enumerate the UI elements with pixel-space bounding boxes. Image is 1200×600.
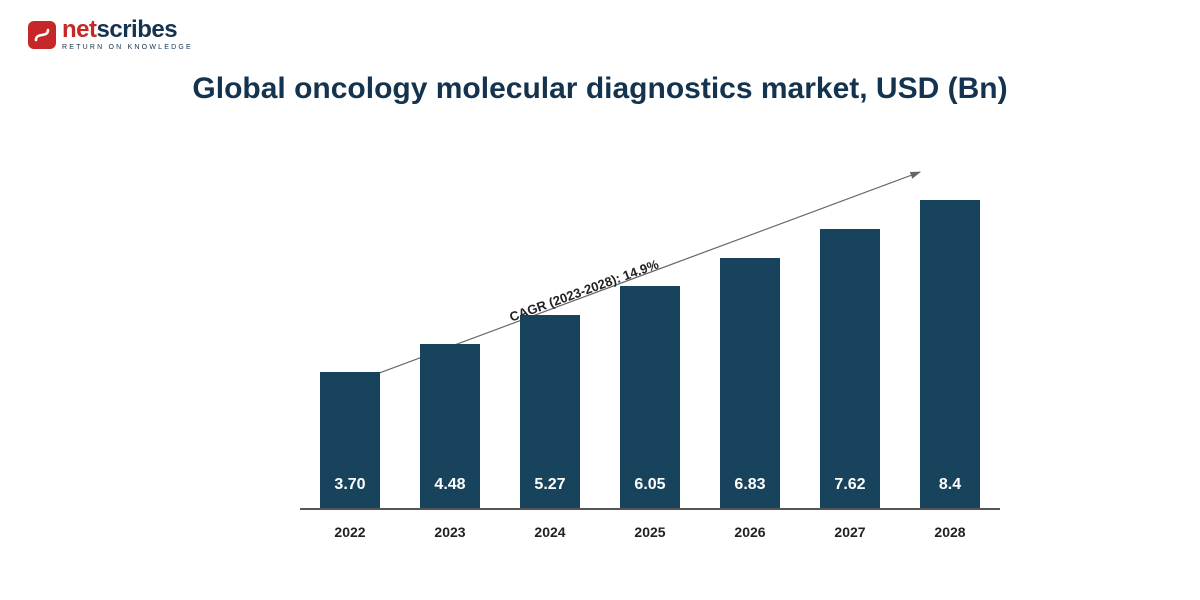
bar: 7.62 <box>820 229 880 508</box>
bar-value-label: 7.62 <box>820 229 880 508</box>
bar-value-label: 6.05 <box>620 286 680 508</box>
bar-value-label: 5.27 <box>520 315 580 508</box>
page: netscribes RETURN ON KNOWLEDGE Global on… <box>0 0 1200 600</box>
chart-title: Global oncology molecular diagnostics ma… <box>0 72 1200 106</box>
bars-container: 3.70 4.48 5.27 6.05 6.83 7.62 8.4 <box>300 178 1000 508</box>
x-axis-label: 2027 <box>820 524 880 540</box>
bar: 4.48 <box>420 344 480 508</box>
x-axis-label: 2024 <box>520 524 580 540</box>
brand-name-part1: net <box>62 16 97 43</box>
brand-name-part2: scribes <box>97 16 178 43</box>
brand-logo: netscribes RETURN ON KNOWLEDGE <box>28 18 193 51</box>
bar-value-label: 4.48 <box>420 344 480 508</box>
bar: 6.05 <box>620 286 680 508</box>
bar: 3.70 <box>320 372 380 508</box>
bar-value-label: 8.4 <box>920 200 980 508</box>
bar-value-label: 6.83 <box>720 258 780 508</box>
brand-name: netscribes <box>62 18 193 42</box>
x-axis-line <box>300 508 1000 510</box>
x-axis-label: 2028 <box>920 524 980 540</box>
x-axis-label: 2025 <box>620 524 680 540</box>
bar: 6.83 <box>720 258 780 508</box>
x-axis-labels: 2022 2023 2024 2025 2026 2027 2028 <box>300 524 1000 540</box>
x-axis-label: 2023 <box>420 524 480 540</box>
brand-text: netscribes RETURN ON KNOWLEDGE <box>62 18 193 51</box>
bar: 5.27 <box>520 315 580 508</box>
brand-tagline: RETURN ON KNOWLEDGE <box>62 44 193 51</box>
x-axis-label: 2022 <box>320 524 380 540</box>
bar-chart: CAGR (2023-2028): 14.9% 3.704.485.276.05… <box>300 160 1000 540</box>
bar-value-label: 3.70 <box>320 372 380 508</box>
brand-mark-icon <box>28 21 56 49</box>
x-axis-label: 2026 <box>720 524 780 540</box>
bar: 8.4 <box>920 200 980 508</box>
